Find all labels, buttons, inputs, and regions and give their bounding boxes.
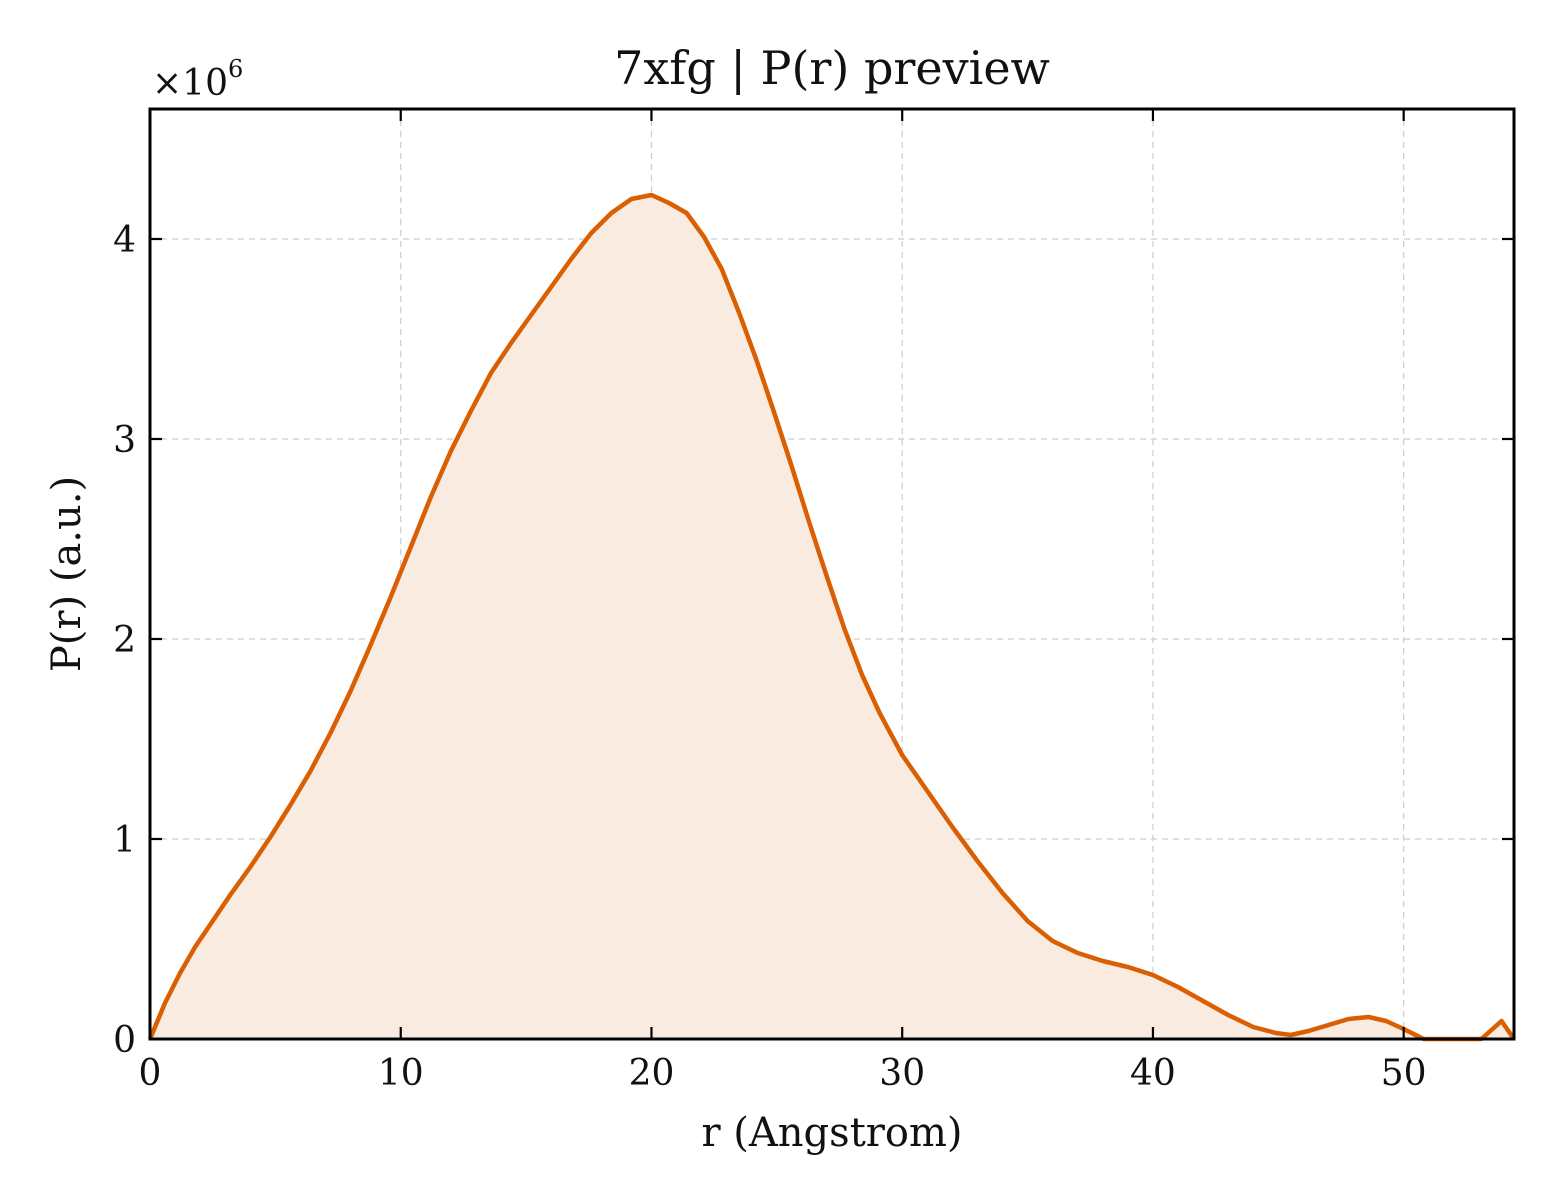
x-tick-label: 40: [1130, 1053, 1176, 1094]
y-tick-label: 1: [113, 820, 136, 861]
y-multiplier-exponent: 6: [228, 55, 243, 83]
x-tick-label: 30: [879, 1053, 925, 1094]
x-tick-labels: 0 10 20 30 40 50: [139, 1053, 1427, 1094]
x-tick-label: 10: [378, 1053, 424, 1094]
y-tick-label: 3: [113, 420, 136, 461]
y-tick-label: 2: [113, 620, 136, 661]
y-axis-label: P(r) (a.u.): [44, 476, 90, 672]
ticks: [148, 109, 1514, 1041]
y-tick-labels: 0 1 2 3 4: [113, 220, 136, 1061]
x-axis-label: r (Angstrom): [701, 1110, 962, 1156]
plot-frame: [148, 107, 1516, 1041]
x-tick-label: 0: [139, 1053, 162, 1094]
chart-title: 7xfg | P(r) preview: [614, 41, 1050, 95]
pr-series-line: [147, 192, 1516, 1042]
y-tick-label: 0: [113, 1020, 136, 1061]
y-axis-multiplier: ×106: [152, 55, 243, 104]
x-tick-label: 50: [1381, 1053, 1427, 1094]
y-tick-label: 4: [113, 220, 136, 261]
pr-area-fill: [150, 195, 1514, 1039]
x-tick-label: 20: [629, 1053, 675, 1094]
y-multiplier-base: ×10: [152, 63, 228, 104]
